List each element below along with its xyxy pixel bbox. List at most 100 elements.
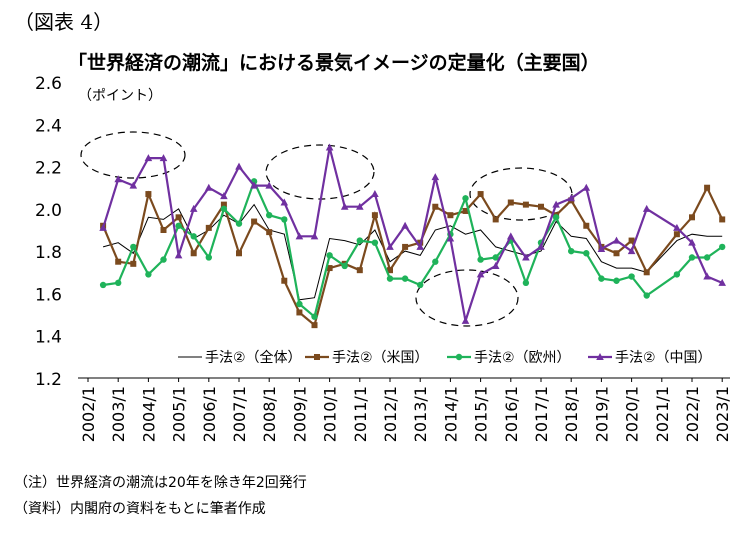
data-point-eu bbox=[719, 243, 726, 251]
data-point-cn bbox=[612, 236, 621, 244]
dashed-ellipse-annotation bbox=[415, 269, 519, 327]
x-tick-label: 2022/1 bbox=[683, 386, 702, 442]
data-point-eu bbox=[492, 254, 499, 261]
data-point-cn bbox=[642, 204, 651, 212]
data-point-eu bbox=[386, 275, 394, 282]
data-point-cn bbox=[597, 245, 606, 253]
data-point-us bbox=[296, 309, 303, 316]
data-point-eu bbox=[190, 233, 197, 240]
legend-marker bbox=[455, 353, 463, 361]
data-point-us bbox=[205, 224, 212, 231]
data-point-cn bbox=[688, 238, 696, 246]
data-point-us bbox=[628, 237, 635, 244]
data-point-cn bbox=[310, 232, 319, 240]
footnote-source: （資料）内閣府の資料をもとに筆者作成 bbox=[14, 501, 266, 517]
legend-marker bbox=[596, 353, 604, 360]
dashed-ellipse-annotation bbox=[469, 167, 573, 221]
x-tick-label: 2012/1 bbox=[381, 386, 400, 442]
data-point-eu bbox=[235, 220, 243, 227]
data-point-eu bbox=[598, 275, 605, 282]
footnote-note: （注）世界経済の潮流は20年を除き年2回発行 bbox=[14, 475, 307, 491]
data-point-cn bbox=[356, 202, 364, 210]
data-point-cn bbox=[129, 181, 138, 189]
x-tick-label: 2018/1 bbox=[562, 386, 581, 442]
data-point-us bbox=[190, 250, 197, 257]
data-point-eu bbox=[643, 292, 650, 299]
x-tick-label: 2006/1 bbox=[200, 386, 219, 442]
legend-marker bbox=[314, 354, 320, 360]
data-point-us bbox=[130, 260, 137, 267]
data-point-eu bbox=[583, 250, 590, 257]
data-point-us bbox=[326, 265, 333, 272]
data-point-cn bbox=[174, 251, 183, 259]
dashed-ellipse-annotation bbox=[265, 144, 375, 200]
series-line-0 bbox=[102, 203, 723, 301]
data-point-cn bbox=[718, 278, 726, 286]
data-point-us bbox=[538, 203, 544, 210]
y-tick-label: 2.4 bbox=[35, 116, 62, 136]
data-point-us bbox=[522, 201, 529, 208]
data-point-eu bbox=[371, 239, 379, 246]
data-point-cn bbox=[265, 181, 273, 189]
chart-title: 「世界経済の潮流」における景気イメージの定量化（主要国） bbox=[68, 52, 600, 74]
data-point-us bbox=[719, 216, 726, 223]
data-point-cn bbox=[325, 143, 334, 151]
legend-label: 手法②（全体） bbox=[205, 349, 302, 366]
data-point-cn bbox=[461, 316, 470, 324]
data-point-us bbox=[175, 214, 182, 221]
data-point-cn bbox=[401, 221, 409, 229]
data-point-us bbox=[281, 277, 288, 284]
x-tick-label: 2005/1 bbox=[170, 386, 189, 442]
data-point-cn bbox=[673, 223, 681, 231]
data-point-eu bbox=[673, 271, 681, 278]
data-point-eu bbox=[356, 237, 363, 244]
data-point-eu bbox=[401, 275, 409, 282]
data-point-us bbox=[689, 214, 695, 221]
data-point-us bbox=[115, 258, 122, 265]
data-point-eu bbox=[115, 279, 122, 287]
data-point-eu bbox=[628, 273, 635, 280]
y-tick-label: 2.0 bbox=[35, 201, 62, 221]
data-point-eu bbox=[522, 279, 530, 287]
x-tick-label: 2019/1 bbox=[592, 386, 611, 442]
data-point-cn bbox=[416, 242, 424, 250]
data-point-eu bbox=[220, 205, 228, 213]
data-point-us bbox=[160, 227, 167, 233]
x-tick-label: 2007/1 bbox=[230, 386, 249, 442]
data-point-cn bbox=[582, 183, 591, 191]
data-point-eu bbox=[205, 254, 212, 261]
data-point-cn bbox=[567, 194, 575, 202]
x-tick-label: 2008/1 bbox=[260, 386, 279, 442]
legend-label: 手法②（中国） bbox=[615, 350, 712, 366]
y-axis-label: （ポイント） bbox=[78, 88, 162, 104]
data-point-us bbox=[462, 207, 469, 214]
data-point-us bbox=[507, 199, 514, 206]
data-point-eu bbox=[175, 222, 182, 229]
data-point-cn bbox=[220, 192, 228, 200]
data-point-us bbox=[251, 218, 258, 225]
data-point-eu bbox=[703, 254, 711, 261]
data-point-eu bbox=[326, 252, 333, 259]
y-tick-label: 2.6 bbox=[35, 74, 62, 94]
data-point-eu bbox=[266, 212, 273, 219]
data-point-cn bbox=[340, 202, 349, 210]
data-point-us bbox=[613, 250, 620, 257]
data-point-us bbox=[432, 203, 439, 210]
data-point-eu bbox=[432, 258, 439, 265]
y-tick-label: 1.6 bbox=[35, 285, 62, 305]
data-point-cn bbox=[280, 198, 289, 206]
data-point-cn bbox=[189, 204, 198, 212]
data-point-cn bbox=[491, 261, 500, 269]
legend-label: 手法②（米国） bbox=[332, 350, 429, 366]
data-point-cn bbox=[386, 242, 394, 250]
data-point-cn bbox=[205, 183, 213, 191]
data-point-cn bbox=[627, 247, 636, 255]
data-point-eu bbox=[130, 243, 137, 251]
x-tick-label: 2023/1 bbox=[713, 386, 732, 442]
x-tick-label: 2003/1 bbox=[109, 386, 128, 442]
x-tick-label: 2010/1 bbox=[321, 386, 340, 442]
x-tick-label: 2014/1 bbox=[441, 386, 460, 442]
x-tick-label: 2002/1 bbox=[79, 386, 98, 442]
figure-label: （図表 4） bbox=[14, 10, 114, 34]
